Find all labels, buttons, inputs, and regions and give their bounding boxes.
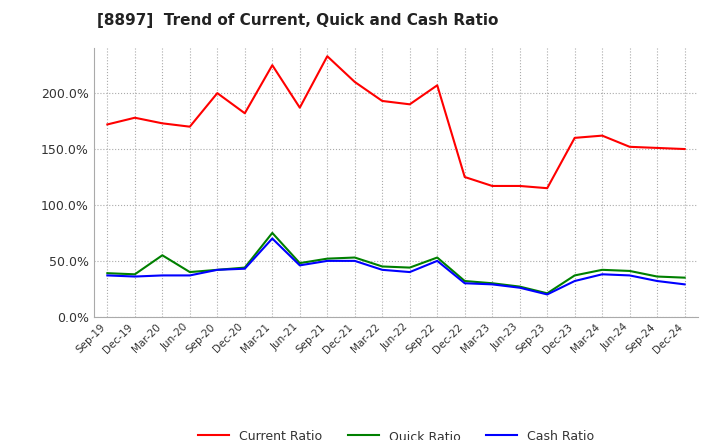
Current Ratio bbox=[653, 145, 662, 150]
Current Ratio bbox=[433, 83, 441, 88]
Legend: Current Ratio, Quick Ratio, Cash Ratio: Current Ratio, Quick Ratio, Cash Ratio bbox=[193, 425, 599, 440]
Current Ratio bbox=[323, 54, 332, 59]
Current Ratio bbox=[570, 135, 579, 140]
Current Ratio bbox=[598, 133, 606, 138]
Quick Ratio bbox=[433, 255, 441, 260]
Current Ratio bbox=[103, 122, 112, 127]
Current Ratio bbox=[680, 147, 689, 152]
Cash Ratio bbox=[488, 282, 497, 287]
Cash Ratio bbox=[351, 258, 359, 264]
Cash Ratio bbox=[268, 236, 276, 241]
Current Ratio bbox=[268, 62, 276, 68]
Quick Ratio bbox=[626, 268, 634, 274]
Cash Ratio bbox=[460, 281, 469, 286]
Line: Quick Ratio: Quick Ratio bbox=[107, 233, 685, 293]
Quick Ratio bbox=[240, 265, 249, 270]
Quick Ratio bbox=[103, 271, 112, 276]
Quick Ratio bbox=[570, 273, 579, 278]
Quick Ratio bbox=[653, 274, 662, 279]
Quick Ratio bbox=[405, 265, 414, 270]
Quick Ratio bbox=[680, 275, 689, 280]
Cash Ratio bbox=[378, 267, 387, 272]
Cash Ratio bbox=[570, 279, 579, 284]
Quick Ratio bbox=[158, 253, 166, 258]
Current Ratio bbox=[213, 91, 222, 96]
Quick Ratio bbox=[378, 264, 387, 269]
Cash Ratio bbox=[680, 282, 689, 287]
Cash Ratio bbox=[323, 258, 332, 264]
Quick Ratio bbox=[460, 279, 469, 284]
Cash Ratio bbox=[213, 267, 222, 272]
Cash Ratio bbox=[186, 273, 194, 278]
Current Ratio bbox=[543, 186, 552, 191]
Current Ratio bbox=[488, 183, 497, 189]
Cash Ratio bbox=[433, 258, 441, 264]
Current Ratio bbox=[405, 102, 414, 107]
Current Ratio bbox=[460, 174, 469, 180]
Quick Ratio bbox=[186, 269, 194, 275]
Current Ratio bbox=[516, 183, 524, 189]
Current Ratio bbox=[186, 124, 194, 129]
Cash Ratio bbox=[103, 273, 112, 278]
Cash Ratio bbox=[295, 263, 304, 268]
Cash Ratio bbox=[240, 266, 249, 271]
Quick Ratio bbox=[130, 271, 139, 277]
Quick Ratio bbox=[488, 281, 497, 286]
Current Ratio bbox=[351, 79, 359, 84]
Cash Ratio bbox=[626, 273, 634, 278]
Cash Ratio bbox=[653, 279, 662, 284]
Quick Ratio bbox=[516, 284, 524, 289]
Current Ratio bbox=[295, 105, 304, 110]
Current Ratio bbox=[158, 121, 166, 126]
Cash Ratio bbox=[405, 269, 414, 275]
Cash Ratio bbox=[158, 273, 166, 278]
Current Ratio bbox=[240, 110, 249, 116]
Quick Ratio bbox=[213, 267, 222, 272]
Line: Cash Ratio: Cash Ratio bbox=[107, 238, 685, 294]
Current Ratio bbox=[130, 115, 139, 121]
Quick Ratio bbox=[268, 230, 276, 235]
Line: Current Ratio: Current Ratio bbox=[107, 56, 685, 188]
Quick Ratio bbox=[295, 260, 304, 266]
Quick Ratio bbox=[351, 255, 359, 260]
Cash Ratio bbox=[130, 274, 139, 279]
Quick Ratio bbox=[323, 256, 332, 261]
Quick Ratio bbox=[598, 267, 606, 272]
Cash Ratio bbox=[598, 271, 606, 277]
Cash Ratio bbox=[543, 292, 552, 297]
Text: [8897]  Trend of Current, Quick and Cash Ratio: [8897] Trend of Current, Quick and Cash … bbox=[97, 13, 498, 28]
Quick Ratio bbox=[543, 291, 552, 296]
Current Ratio bbox=[378, 98, 387, 103]
Cash Ratio bbox=[516, 285, 524, 290]
Current Ratio bbox=[626, 144, 634, 150]
